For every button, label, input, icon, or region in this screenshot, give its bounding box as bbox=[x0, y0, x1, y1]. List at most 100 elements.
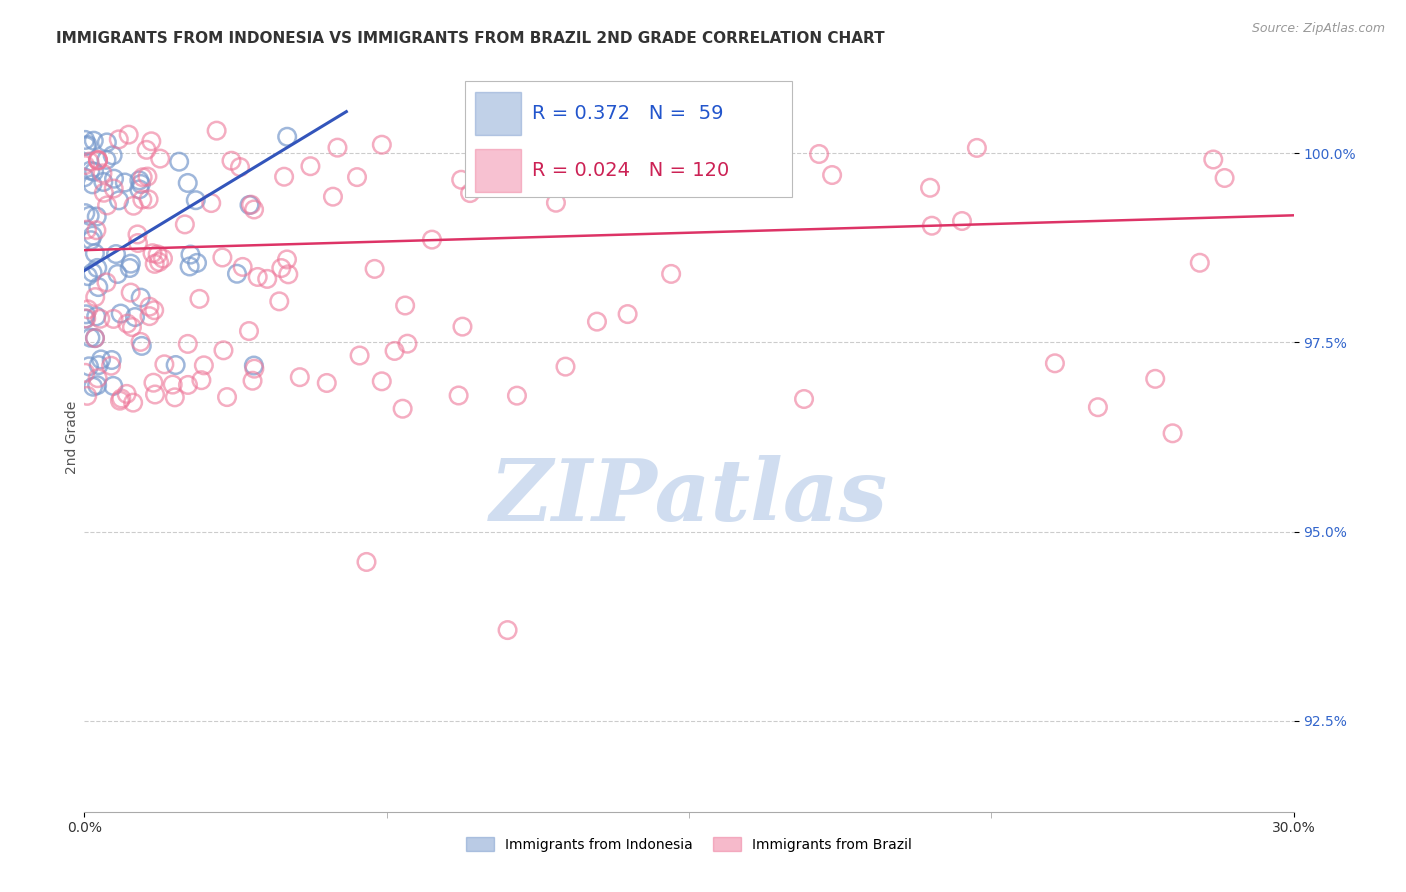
Point bbox=[131, 193, 153, 207]
Point bbox=[238, 324, 260, 338]
Point bbox=[100, 359, 122, 373]
Point bbox=[143, 303, 166, 318]
Text: Source: ZipAtlas.com: Source: ZipAtlas.com bbox=[1251, 22, 1385, 36]
Point bbox=[107, 132, 129, 146]
Point bbox=[1213, 171, 1236, 186]
Point bbox=[110, 307, 132, 321]
Point bbox=[129, 177, 152, 191]
Point bbox=[87, 153, 110, 167]
Point bbox=[108, 194, 131, 208]
Point bbox=[86, 371, 108, 385]
Point bbox=[554, 359, 576, 374]
Point bbox=[243, 361, 266, 376]
Point bbox=[93, 175, 115, 189]
Point bbox=[84, 290, 107, 304]
Point bbox=[394, 299, 416, 313]
Point bbox=[243, 359, 266, 373]
Point bbox=[242, 374, 264, 388]
Text: R = 0.372   N =  59: R = 0.372 N = 59 bbox=[531, 103, 723, 123]
Point bbox=[659, 267, 682, 281]
Point bbox=[87, 153, 110, 168]
Point bbox=[586, 315, 609, 329]
Point bbox=[83, 246, 105, 260]
Point bbox=[391, 401, 413, 416]
Point bbox=[188, 292, 211, 306]
Point bbox=[277, 268, 299, 282]
Point bbox=[190, 373, 212, 387]
Point bbox=[143, 257, 166, 271]
Point bbox=[128, 173, 150, 187]
Point bbox=[200, 196, 222, 211]
Point bbox=[146, 247, 169, 261]
Point bbox=[371, 137, 394, 152]
Point bbox=[1144, 372, 1167, 386]
Point bbox=[82, 228, 104, 243]
Point bbox=[76, 137, 98, 152]
Point bbox=[240, 197, 263, 211]
Point bbox=[75, 206, 97, 220]
Text: R = 0.024   N = 120: R = 0.024 N = 120 bbox=[531, 161, 728, 180]
Point bbox=[315, 376, 337, 390]
Point bbox=[131, 170, 153, 185]
FancyBboxPatch shape bbox=[475, 149, 520, 192]
Point bbox=[83, 134, 105, 148]
Point bbox=[179, 247, 201, 261]
Point bbox=[73, 158, 96, 172]
Point bbox=[127, 235, 149, 250]
Point bbox=[1043, 356, 1066, 370]
Point bbox=[177, 378, 200, 392]
Point bbox=[117, 317, 139, 331]
Point bbox=[141, 134, 163, 148]
Point bbox=[141, 246, 163, 260]
Text: ZIPatlas: ZIPatlas bbox=[489, 455, 889, 539]
Point bbox=[506, 389, 529, 403]
Point bbox=[148, 255, 170, 269]
Point bbox=[149, 152, 172, 166]
Point bbox=[96, 136, 118, 150]
Point bbox=[91, 166, 114, 180]
Point bbox=[86, 210, 108, 224]
Point bbox=[87, 280, 110, 294]
Point bbox=[447, 388, 470, 402]
Point bbox=[107, 267, 129, 281]
Point bbox=[322, 189, 344, 203]
Point bbox=[77, 359, 100, 374]
Point bbox=[273, 169, 295, 184]
Point bbox=[420, 233, 443, 247]
Point bbox=[496, 623, 519, 637]
Point bbox=[127, 227, 149, 242]
Point bbox=[86, 223, 108, 237]
Point bbox=[122, 199, 145, 213]
Point bbox=[177, 176, 200, 190]
Point bbox=[103, 312, 125, 326]
Point bbox=[129, 291, 152, 305]
Y-axis label: 2nd Grade: 2nd Grade bbox=[65, 401, 79, 474]
Point bbox=[276, 129, 298, 144]
Point bbox=[75, 311, 97, 326]
Point bbox=[363, 261, 385, 276]
Point bbox=[165, 358, 187, 372]
Point bbox=[87, 153, 110, 168]
Point bbox=[84, 331, 107, 345]
Point bbox=[138, 309, 160, 323]
Point bbox=[77, 302, 100, 317]
Point bbox=[135, 143, 157, 157]
Point bbox=[808, 147, 831, 161]
Point bbox=[79, 209, 101, 223]
Point bbox=[100, 353, 122, 368]
Point bbox=[108, 393, 131, 408]
Point bbox=[1161, 426, 1184, 441]
Point bbox=[226, 267, 249, 281]
Point bbox=[221, 153, 243, 168]
Point bbox=[152, 252, 174, 266]
Point bbox=[950, 214, 973, 228]
Point bbox=[153, 357, 176, 371]
Point bbox=[616, 307, 638, 321]
Point bbox=[212, 343, 235, 358]
Point bbox=[270, 261, 292, 276]
Point bbox=[101, 148, 124, 162]
Point bbox=[76, 269, 98, 284]
Point bbox=[82, 380, 104, 394]
Point bbox=[79, 154, 101, 169]
Point bbox=[326, 141, 349, 155]
